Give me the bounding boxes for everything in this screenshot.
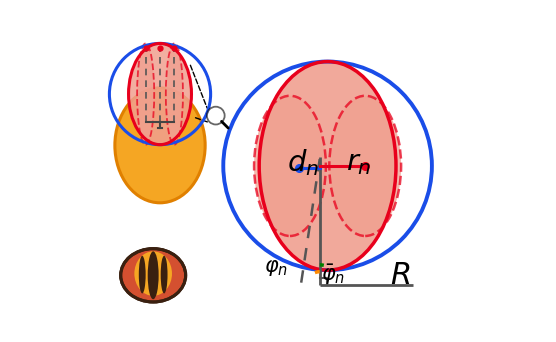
Ellipse shape xyxy=(148,251,158,299)
Ellipse shape xyxy=(139,256,146,293)
Ellipse shape xyxy=(121,249,186,302)
Ellipse shape xyxy=(254,96,326,236)
Text: $d_n$: $d_n$ xyxy=(286,147,319,178)
Ellipse shape xyxy=(259,62,396,270)
Ellipse shape xyxy=(161,256,167,293)
Ellipse shape xyxy=(128,43,191,145)
Ellipse shape xyxy=(137,43,154,145)
Ellipse shape xyxy=(329,96,401,236)
Text: $r_n$: $r_n$ xyxy=(346,148,371,177)
Text: $\bar{\varphi}_n$: $\bar{\varphi}_n$ xyxy=(321,263,345,287)
Ellipse shape xyxy=(166,43,183,145)
Ellipse shape xyxy=(115,88,205,203)
Text: $\varphi_n$: $\varphi_n$ xyxy=(264,259,289,278)
Text: $R$: $R$ xyxy=(390,260,410,291)
Circle shape xyxy=(207,107,225,124)
Ellipse shape xyxy=(135,251,172,296)
